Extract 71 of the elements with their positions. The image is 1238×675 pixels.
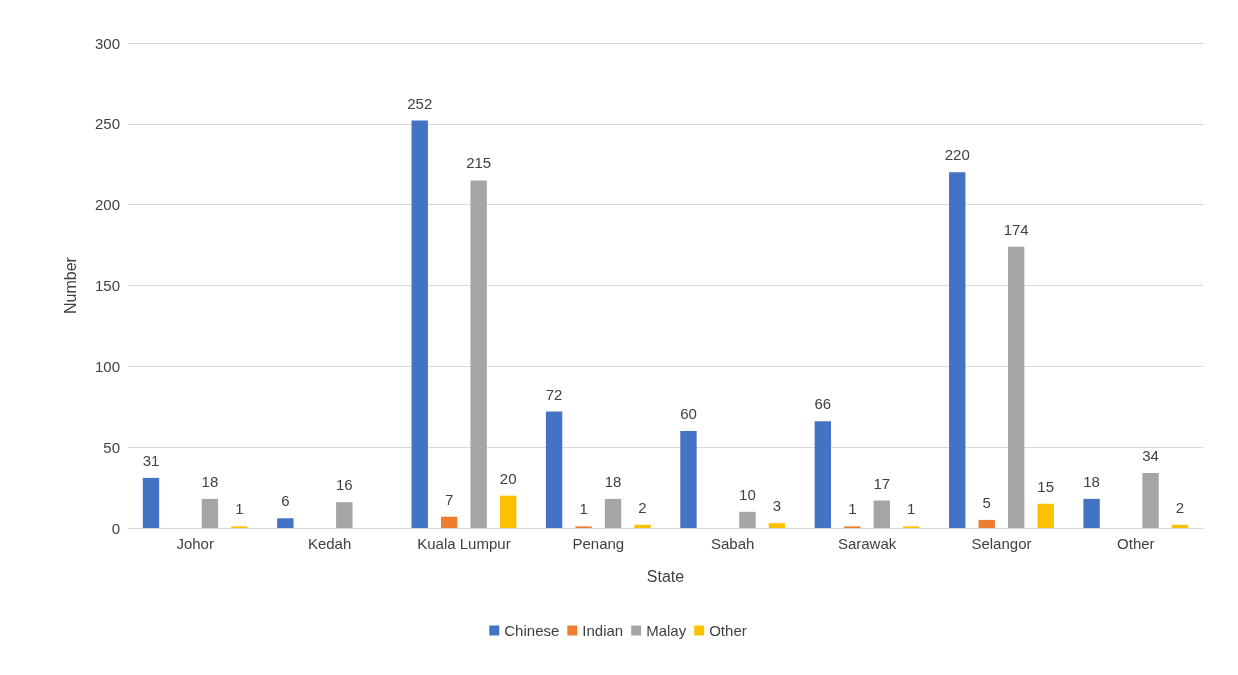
x-tick-label: Sarawak: [837, 535, 897, 552]
y-tick-label: 300: [94, 34, 120, 52]
data-label: 6: [281, 492, 290, 510]
x-tick-label: Penang: [572, 535, 625, 552]
data-label: 1: [907, 500, 916, 518]
data-label: 7: [445, 490, 454, 508]
data-label: 66: [814, 395, 832, 413]
bar: [949, 172, 966, 528]
bar: [470, 180, 487, 528]
legend-label: Indian: [582, 622, 624, 639]
bar: [873, 500, 890, 528]
data-label: 18: [201, 472, 219, 490]
bar: [1142, 473, 1159, 528]
data-label: 252: [407, 94, 433, 112]
y-tick-label: 200: [94, 196, 120, 214]
x-tick-label: Kuala Lumpur: [417, 535, 511, 552]
bar: [142, 477, 160, 528]
bar: [1007, 246, 1025, 528]
data-label: 174: [1003, 220, 1029, 238]
bar: [1037, 503, 1054, 528]
data-label: 16: [335, 476, 353, 494]
y-tick-label: 50: [103, 438, 120, 456]
data-label: 18: [604, 472, 622, 490]
y-tick-label: 150: [94, 277, 120, 294]
bar: [1083, 498, 1100, 528]
bar: [634, 524, 651, 528]
data-label: 31: [142, 451, 160, 469]
data-label: 60: [680, 405, 697, 422]
legend-label: Chinese: [504, 622, 560, 639]
data-label: 1: [848, 500, 857, 518]
legend-label: Other: [709, 622, 747, 639]
data-label: 72: [545, 385, 563, 403]
x-tick-label: Johor: [176, 535, 214, 552]
x-axis-title: State: [646, 567, 685, 585]
data-label: 15: [1037, 477, 1054, 495]
data-label: 215: [466, 154, 492, 172]
x-tick-label: Kedah: [307, 535, 352, 552]
data-label: 20: [499, 469, 517, 487]
legend-label: Malay: [646, 622, 687, 639]
bar: [545, 411, 563, 528]
y-axis-title: Number: [61, 256, 79, 314]
data-label: 18: [1083, 472, 1100, 490]
bar: [739, 511, 756, 528]
x-tick-label: Sabah: [711, 535, 755, 552]
bar: [441, 516, 458, 528]
data-label: 1: [235, 500, 244, 518]
bar: [604, 498, 622, 528]
y-tick-label: 0: [111, 519, 120, 537]
bar: [201, 498, 219, 528]
data-label: 17: [873, 474, 891, 492]
bar: [814, 421, 832, 528]
bar: [978, 519, 995, 528]
bar: [411, 120, 428, 528]
bar: [499, 495, 517, 528]
bar: [336, 502, 353, 528]
data-label: 3: [772, 497, 782, 515]
data-label: 5: [982, 493, 991, 511]
data-label: 10: [739, 485, 756, 503]
x-tick-label: Other: [1117, 535, 1155, 552]
y-tick-label: 100: [94, 357, 120, 375]
bar: [768, 523, 786, 528]
x-tick-label: Selangor: [971, 535, 1032, 552]
data-label: 34: [1142, 447, 1159, 465]
bar: [277, 518, 294, 528]
data-label: 1: [579, 500, 588, 518]
bar: [1171, 524, 1189, 528]
y-tick-label: 250: [94, 115, 120, 133]
data-label: 2: [1175, 498, 1185, 516]
data-label: 2: [638, 498, 647, 516]
bar: [680, 431, 697, 528]
data-label: 220: [944, 146, 970, 164]
